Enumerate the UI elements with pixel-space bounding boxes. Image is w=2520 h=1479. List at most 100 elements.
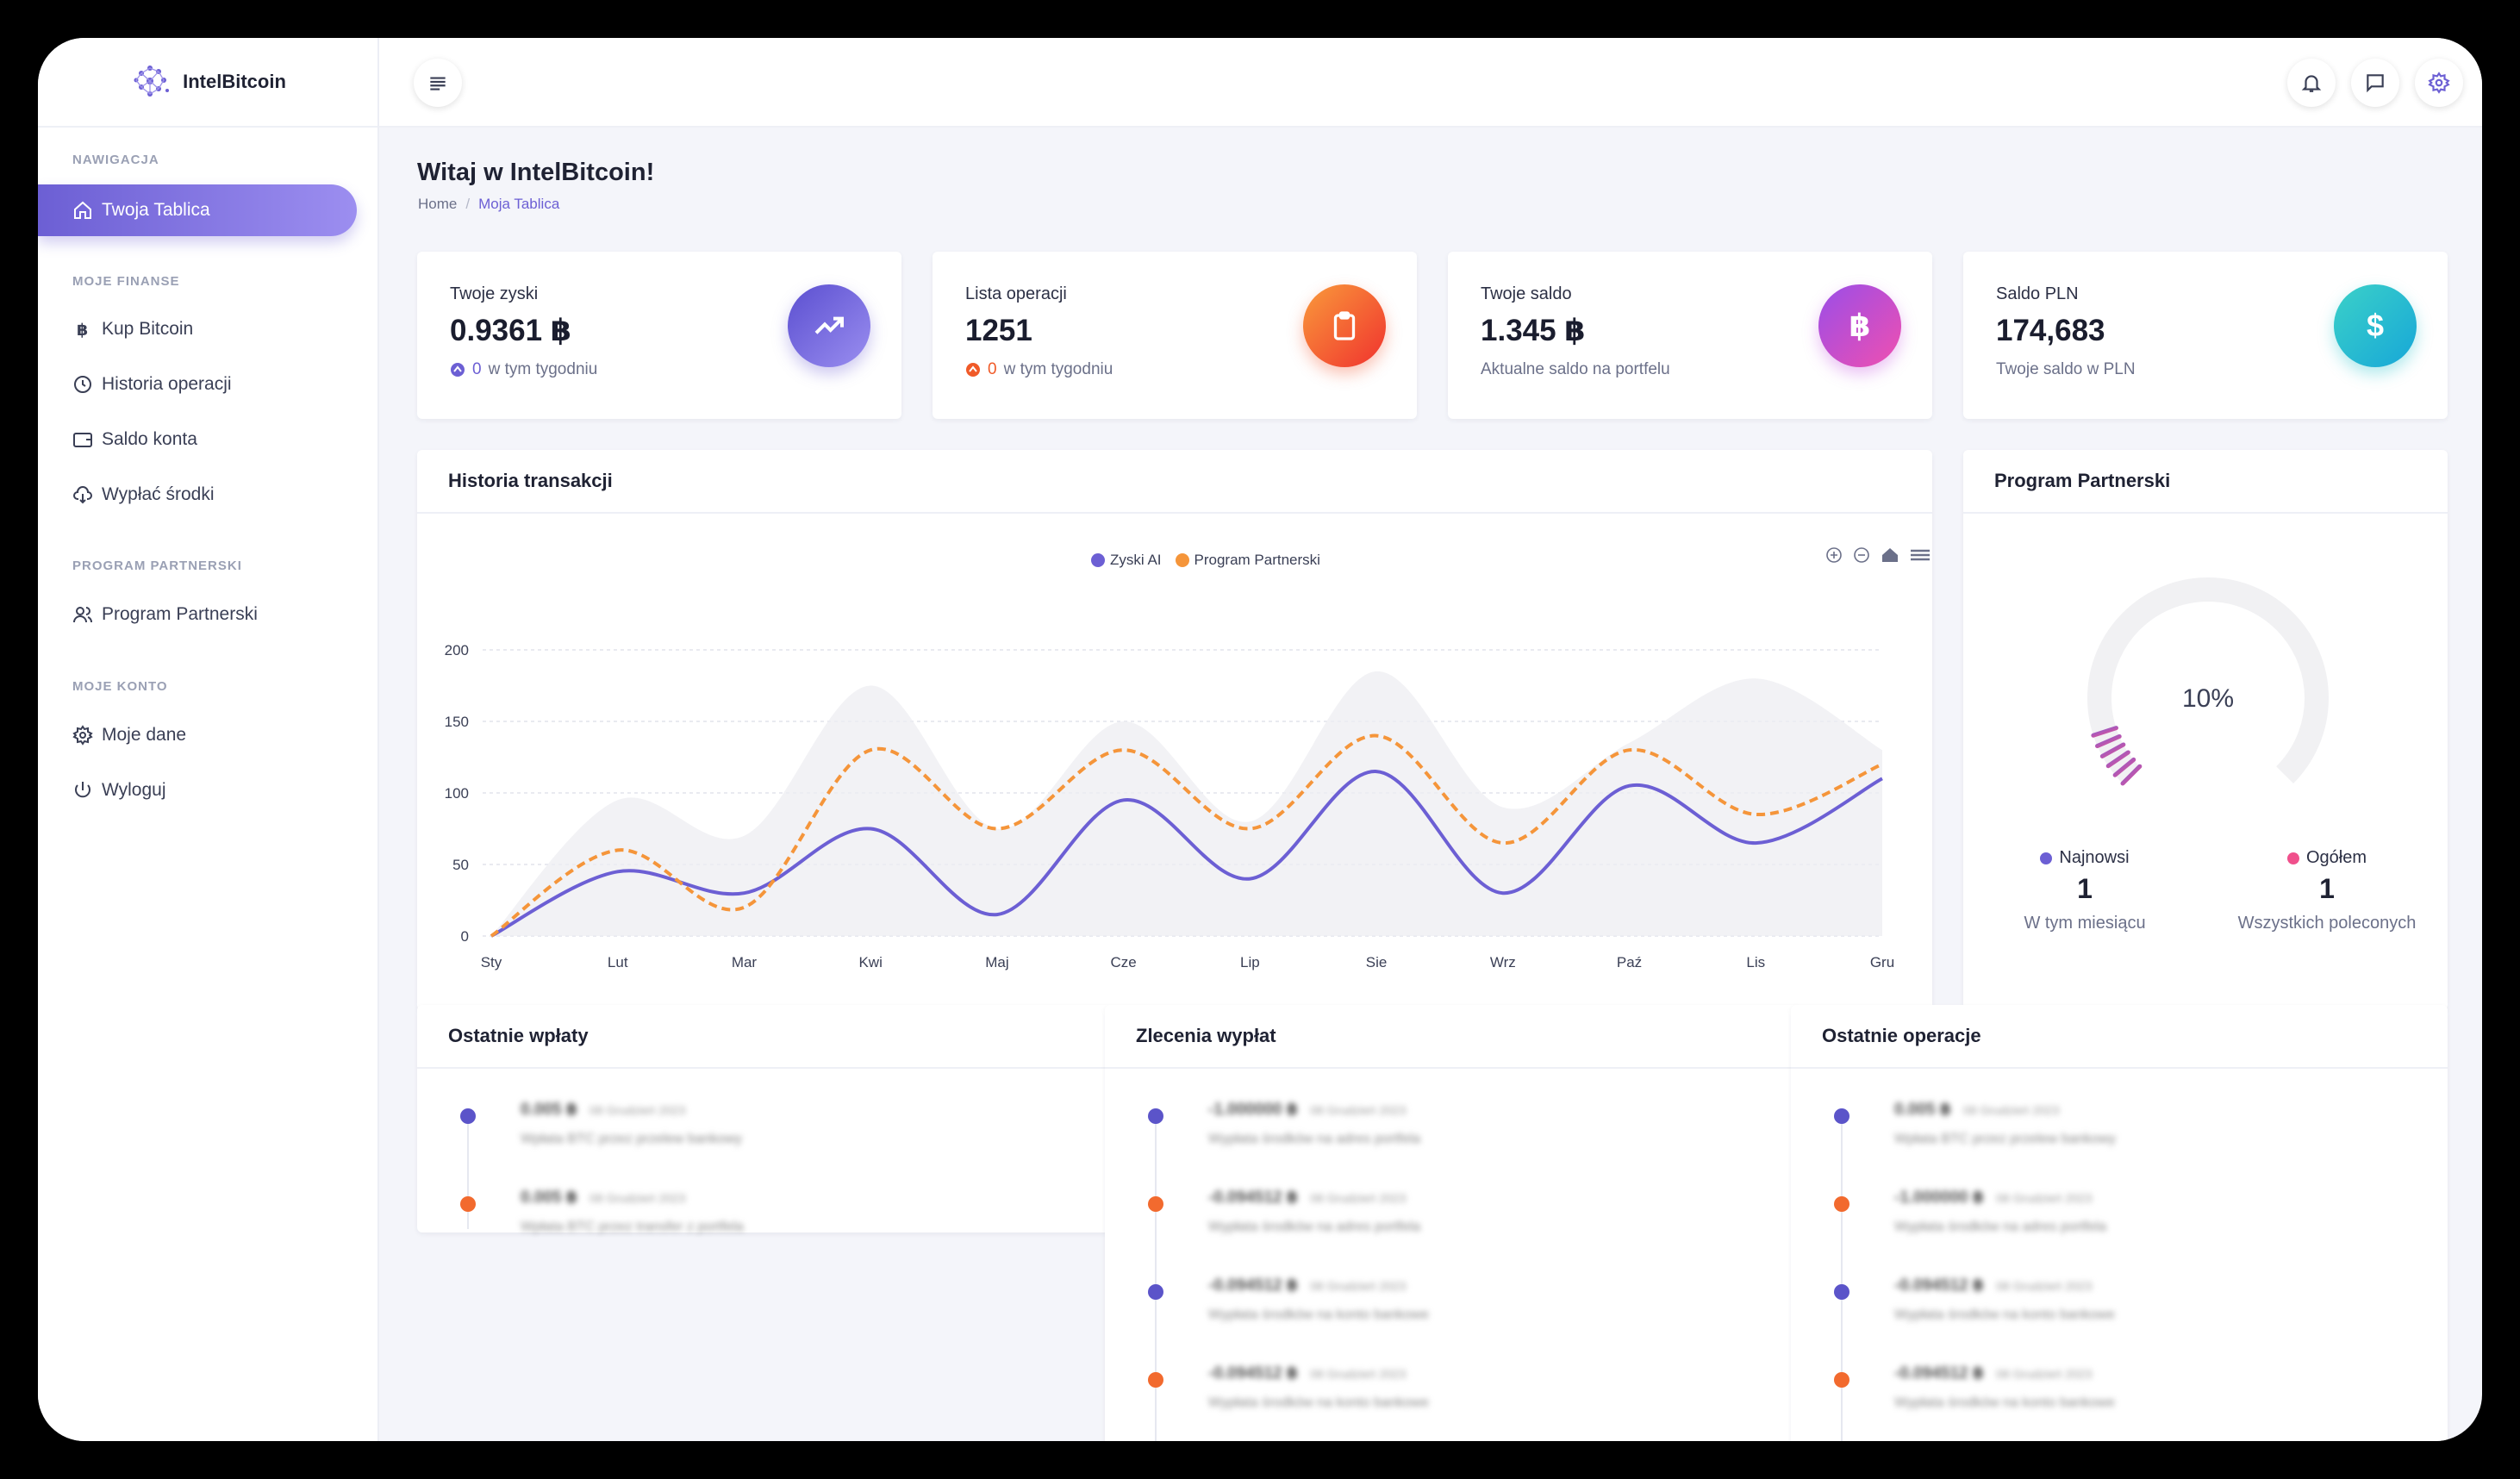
item-date: 08 Grudzień 2023	[1996, 1279, 2093, 1293]
logo-text: IntelBitcoin	[183, 71, 286, 92]
x-tick-label: Sie	[1366, 954, 1388, 970]
sidebar-item-program-partnerski[interactable]: Program Partnerski	[72, 604, 258, 625]
history-chart-card: Historia transakcji Zyski AI Program Par…	[417, 450, 1932, 1010]
legend-label[interactable]: Program Partnerski	[1194, 552, 1320, 568]
x-tick-label: Cze	[1111, 954, 1137, 970]
legend-marker	[1175, 553, 1189, 567]
sidebar-item-moje-dane[interactable]: Moje dane	[72, 725, 186, 746]
timeline-text: 0.005 ฿ 08 Grudzień 2023 Wpłata BTC przez …	[521, 1100, 742, 1147]
legend-label[interactable]: Zyski AI	[1110, 552, 1162, 568]
partner-stat-sub: Wszystkich poleconych	[2237, 914, 2417, 933]
messages-button[interactable]	[2351, 59, 2399, 107]
notifications-button[interactable]	[2287, 59, 2336, 107]
partner-stat-value: 1	[2077, 873, 2093, 904]
item-date: 08 Grudzień 2023	[1310, 1279, 1407, 1293]
y-tick-label: 0	[461, 928, 469, 945]
gauge-fill-segment	[2091, 726, 2118, 738]
item-date: 08 Grudzień 2023	[1963, 1103, 2060, 1117]
bell-icon	[2301, 75, 2322, 92]
series-line-1	[490, 733, 1883, 938]
x-tick-label: Maj	[985, 954, 1008, 970]
series-line-0	[490, 770, 1883, 938]
logo[interactable]: IntelBitcoin	[38, 38, 377, 128]
timeline-text: -0.094512 ฿ 08 Grudzień 2023 Wypłata środk…	[1208, 1364, 1429, 1411]
menu-toggle-button[interactable]	[414, 59, 462, 107]
timeline-text: -1.000000 ฿ 08 Grudzień 2023 Wypłata środk…	[1894, 1188, 2106, 1235]
x-tick-label: Mar	[732, 954, 758, 970]
stat-value: 174,683	[1996, 314, 2105, 347]
item-date: 08 Grudzień 2023	[1996, 1367, 2093, 1381]
partner-program-card: Program Partnerski 10% Najnowsi 1 W tym …	[1963, 450, 2448, 1010]
sidebar-item-kup-bitcoin[interactable]: ฿ Kup Bitcoin	[72, 319, 193, 340]
sidebar-item-label: Historia operacji	[102, 374, 232, 394]
x-tick-label: Wrz	[1490, 954, 1516, 970]
home-icon	[74, 201, 91, 219]
sidebar-item-label: Moje dane	[102, 725, 187, 745]
item-description: Wpłata BTC przez przelew bankowy	[521, 1132, 742, 1146]
item-date: 08 Grudzień 2023	[589, 1103, 686, 1117]
timeline-text: -0.094512 ฿ 08 Grudzień 2023 Wypłata środk…	[1894, 1276, 2115, 1323]
timeline-dot	[1148, 1196, 1163, 1212]
timeline-dot	[1834, 1108, 1849, 1124]
reset-zoom-home-icon[interactable]	[1881, 546, 1899, 564]
partner-stat-value: 1	[2319, 873, 2335, 904]
partner-stat-najnowsi: Najnowsi 1 W tym miesiącu	[1963, 848, 2206, 933]
partner-gauge: 10%	[2087, 577, 2329, 786]
stat-sub: 0 w tym tygodniu	[450, 360, 597, 379]
zoom-in-icon[interactable]	[1825, 546, 1843, 564]
y-tick-label: 200	[445, 642, 469, 658]
background-area	[491, 671, 1882, 936]
x-tick-label: Paź	[1617, 954, 1642, 970]
menu-icon[interactable]	[1910, 546, 1931, 564]
stat-sub: Aktualne saldo na portfelu	[1481, 360, 1670, 378]
x-tick-label: Lut	[608, 954, 628, 970]
item-amount: -0.094512 ฿	[1208, 1276, 1299, 1295]
sidebar-item-label: Kup Bitcoin	[102, 319, 194, 339]
timeline-text: -0.094512 ฿ 08 Grudzień 2023 Wypłata środk…	[1208, 1276, 1429, 1323]
sidebar-item-saldo-konta[interactable]: Saldo konta	[72, 429, 197, 450]
sidebar-item-label: Wypłać środki	[102, 484, 215, 504]
sidebar-item-twoja-tablica[interactable]: Twoja Tablica	[38, 184, 357, 236]
timeline-text: 0.005 ฿ 08 Grudzień 2023 Wpłata BTC przez …	[521, 1188, 744, 1235]
stat-card-twoje-saldo: Twoje saldo 1.345 ฿ Aktualne saldo na po…	[1448, 252, 1932, 419]
y-tick-label: 150	[445, 714, 469, 730]
sidebar-item-wyplac-srodki[interactable]: Wypłać środki	[72, 484, 215, 505]
gauge-fill-segment	[2120, 764, 2143, 786]
partner-stat-label: Najnowsi	[2059, 848, 2130, 867]
settings-button[interactable]	[2415, 59, 2463, 107]
timeline-line	[1841, 1117, 1843, 1441]
recent-operations-card: Ostatnie operacje 0.005 ฿ 08 Grudzień 202…	[1791, 1005, 2448, 1441]
sidebar-item-wyloguj[interactable]: Wyloguj	[72, 780, 166, 801]
timeline-dot	[1148, 1108, 1163, 1124]
partner-stat-label-row: Najnowsi	[1963, 848, 2206, 868]
chart-toolbar	[1825, 546, 1931, 564]
x-tick-label: Sty	[481, 954, 502, 970]
timeline-dot	[460, 1196, 476, 1212]
item-description: Wypłata środków na konto bankowe	[1208, 1307, 1429, 1322]
timeline-line	[467, 1117, 469, 1229]
withdrawal-orders-card: Zlecenia wypłat -1.000000 ฿ 08 Grudzień 2…	[1105, 1005, 1801, 1441]
gear-icon	[2428, 72, 2450, 94]
section-moje-konto: MOJE KONTO	[72, 679, 168, 694]
message-icon	[2367, 74, 2384, 93]
history-chart: 0 50 100 150 200 Sty Lut Mar Kwi Maj Cze Lip Sie Wrz P…	[445, 642, 1895, 970]
item-amount: -0.094512 ฿	[1208, 1364, 1299, 1382]
item-description: Wpłata BTC przez przelew bankowy	[1894, 1132, 2116, 1146]
item-amount: -0.094512 ฿	[1894, 1364, 1985, 1382]
breadcrumb-home[interactable]: Home	[418, 196, 458, 212]
timeline-dot	[1834, 1372, 1849, 1388]
item-date: 08 Grudzień 2023	[1310, 1191, 1407, 1205]
card-title: Zlecenia wypłat	[1105, 1005, 1801, 1069]
gauge-fill-segment	[2095, 733, 2122, 749]
stat-value: 0.9361 ฿	[450, 314, 572, 347]
item-description: Wypłata środków na konto bankowe	[1894, 1307, 2115, 1322]
sidebar-item-historia-operacji[interactable]: Historia operacji	[72, 374, 232, 395]
legend-marker	[2040, 852, 2053, 864]
stat-card-lista-operacji: Lista operacji 1251 0 w tym tygodniu	[933, 252, 1417, 419]
bitcoin-icon: ฿	[1818, 284, 1901, 367]
legend-marker	[1091, 553, 1105, 567]
zoom-out-icon[interactable]	[1853, 546, 1870, 564]
gauge-fill-segment	[2099, 742, 2126, 758]
cloud-download-icon	[73, 486, 92, 504]
legend-marker	[2286, 852, 2299, 864]
